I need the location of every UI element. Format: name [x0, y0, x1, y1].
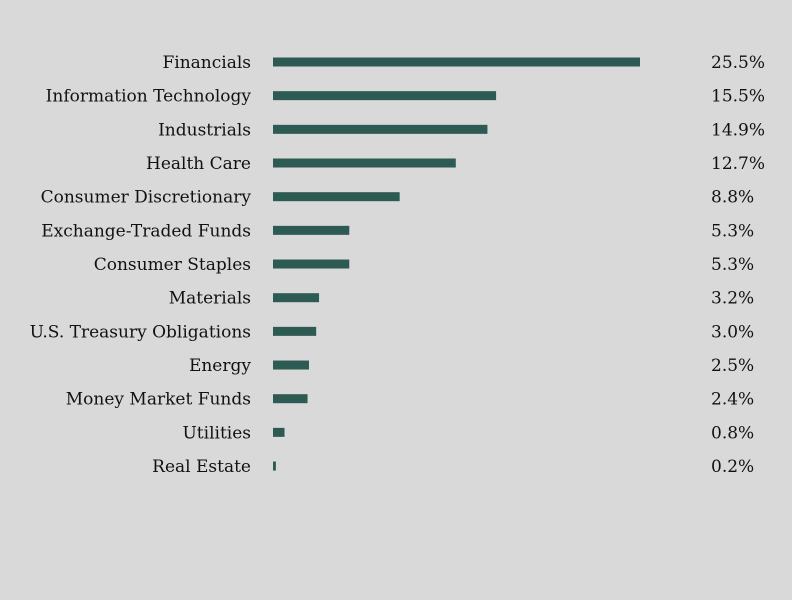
- value-label-6: 5.3%: [711, 255, 754, 275]
- value-label-1: 15.5%: [711, 87, 765, 107]
- category-label-0: Financials: [162, 53, 251, 73]
- bar-2: [273, 124, 488, 134]
- value-label-11: 0.8%: [711, 423, 754, 443]
- bar-4: [273, 192, 400, 202]
- bars-group: [273, 57, 640, 471]
- bar-8: [273, 326, 317, 336]
- bar-5: [273, 225, 350, 235]
- category-label-12: Real Estate: [152, 457, 251, 477]
- category-label-5: Exchange-Traded Funds: [41, 221, 251, 241]
- category-label-6: Consumer Staples: [94, 255, 251, 275]
- category-labels-group: Financials Information Technology Industri…: [30, 53, 252, 477]
- value-label-5: 5.3%: [711, 221, 754, 241]
- value-label-12: 0.2%: [711, 457, 754, 477]
- category-label-11: Utilities: [182, 423, 251, 443]
- value-label-8: 3.0%: [711, 322, 754, 342]
- value-label-10: 2.4%: [711, 390, 754, 410]
- value-label-7: 3.2%: [711, 289, 754, 309]
- category-label-1: Information Technology: [46, 87, 252, 107]
- category-label-3: Health Care: [146, 154, 251, 174]
- bar-7: [273, 293, 320, 303]
- bar-11: [273, 427, 285, 437]
- value-labels-group: 25.5% 15.5% 14.9% 12.7% 8.8% 5.3% 5.3% 3.2% 3.0%…: [711, 53, 765, 477]
- value-label-9: 2.5%: [711, 356, 754, 376]
- bar-6: [273, 259, 350, 269]
- value-label-4: 8.8%: [711, 188, 754, 208]
- category-label-7: Materials: [169, 289, 251, 309]
- category-label-8: U.S. Treasury Obligations: [30, 322, 251, 342]
- category-label-2: Industrials: [158, 120, 251, 140]
- value-label-3: 12.7%: [711, 154, 765, 174]
- bar-0: [273, 57, 640, 67]
- bar-1: [273, 91, 497, 101]
- bar-9: [273, 360, 309, 370]
- category-label-4: Consumer Discretionary: [41, 188, 252, 208]
- bar-12: [273, 461, 276, 471]
- value-label-2: 14.9%: [711, 120, 765, 140]
- bar-3: [273, 158, 456, 168]
- bar-10: [273, 394, 308, 404]
- value-label-0: 25.5%: [711, 53, 765, 73]
- category-label-10: Money Market Funds: [66, 390, 251, 410]
- category-label-9: Energy: [189, 356, 251, 376]
